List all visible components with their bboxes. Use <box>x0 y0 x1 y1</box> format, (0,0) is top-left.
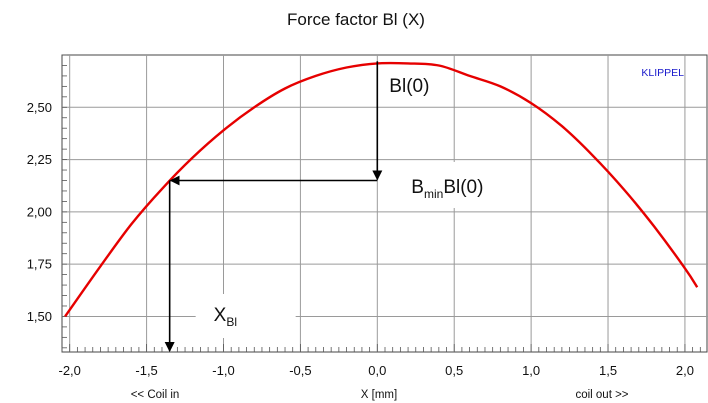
plot-area: Bl(0) BminBl(0) XBl <box>61 54 708 353</box>
x-tick-label: 0,5 <box>445 363 463 378</box>
y-tick-label: 2,25 <box>27 152 52 167</box>
bmin-label: BminBl(0) <box>411 177 483 201</box>
y-tick-labels: 1,50 1,75 2,00 2,25 2,50 <box>27 100 52 324</box>
bl-curve <box>64 61 699 318</box>
y-tick-label: 1,50 <box>27 309 52 324</box>
x-tick-label: -1,5 <box>135 363 157 378</box>
x-tick-label: -2,0 <box>58 363 80 378</box>
bl0-label: Bl(0) <box>389 76 429 97</box>
y-tick-label: 2,00 <box>27 204 52 219</box>
y-tick-label: 1,75 <box>27 257 52 272</box>
y-tick-label: 2,50 <box>27 100 52 115</box>
x-tick-labels: -2,0 -1,5 -1,0 -0,5 0,0 0,5 1,0 1,5 2,0 <box>58 363 693 378</box>
x-tick-label: -1,0 <box>212 363 234 378</box>
x-tick-label: 1,5 <box>599 363 617 378</box>
plot-frame <box>61 54 708 353</box>
xbl-label: XBl <box>214 305 237 329</box>
x-tick-label: 2,0 <box>676 363 694 378</box>
x-tick-label: -0,5 <box>289 363 311 378</box>
brand-label: KLIPPEL <box>641 67 684 79</box>
minor-ticks <box>61 54 701 352</box>
x-tick-label: 0,0 <box>368 363 386 378</box>
xlabel-right: coil out >> <box>575 389 628 401</box>
xbl-label-bg <box>195 294 296 338</box>
chart-title: Force factor Bl (X) <box>287 10 425 29</box>
annotations: Bl(0) BminBl(0) XBl <box>164 61 526 352</box>
x-tick-label: 1,0 <box>522 363 540 378</box>
xlabel-left: << Coil in <box>131 389 180 401</box>
bl0-label-bg <box>385 72 444 100</box>
bmin-label-bg <box>397 162 526 208</box>
xlabel-center: X [mm] <box>361 389 397 401</box>
